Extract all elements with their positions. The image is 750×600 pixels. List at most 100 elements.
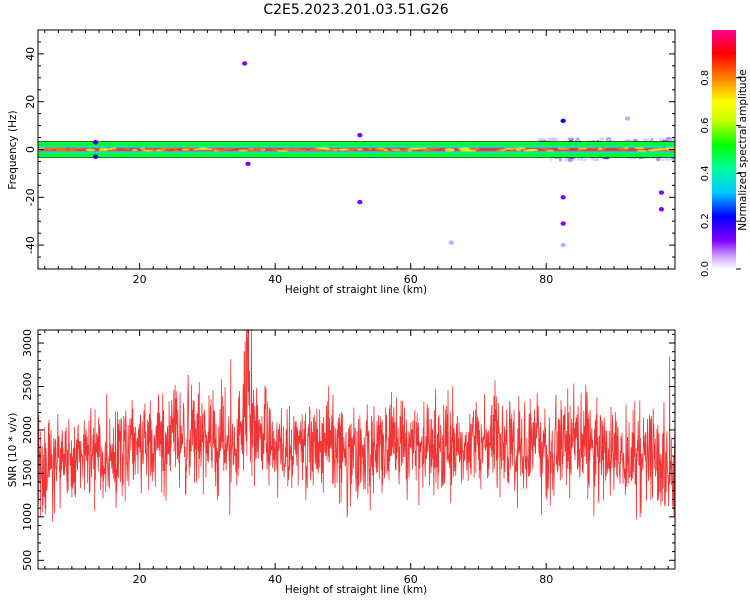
band-core-speck — [416, 147, 428, 150]
band-core-speck — [468, 148, 480, 151]
x-tick-label: 60 — [404, 273, 418, 286]
colorbar-tick-label: 0.0 — [700, 261, 711, 277]
y-tick-label: 40 — [24, 47, 37, 61]
band-core-speck — [51, 147, 59, 150]
band-core-speck — [529, 148, 539, 152]
snr-series-line — [38, 330, 675, 522]
spectral-spot — [93, 140, 99, 145]
x-tick-label: 20 — [133, 573, 147, 586]
spectral-spot — [242, 61, 248, 66]
x-tick-label: 20 — [133, 273, 147, 286]
colorbar-gradient — [712, 30, 736, 269]
colorbar-tick-label: 0.6 — [700, 118, 711, 134]
spectral-spot — [560, 118, 566, 124]
band-core-speck — [333, 148, 338, 151]
y-tick-label: 1000 — [21, 503, 34, 531]
band-core-speck — [131, 148, 139, 152]
spectral-noise-speck — [671, 137, 675, 142]
band-core-speck — [545, 149, 555, 152]
x-tick-label: 80 — [539, 273, 553, 286]
band-core-speck — [103, 148, 110, 151]
spectral-spot — [245, 161, 251, 167]
band-core-speck — [84, 148, 95, 151]
spectral-noise-speck — [661, 158, 665, 162]
band-core-speck — [496, 149, 503, 152]
spectral-noise-speck — [577, 157, 583, 161]
band-core-speck — [166, 147, 172, 150]
band-core-speck — [636, 149, 647, 152]
band-core-speck — [540, 147, 549, 150]
snr-panel: 20 40 60 80 500 1000 1500 2000 2500 3000 Height o… — [7, 329, 676, 596]
band-core-speck — [445, 148, 454, 151]
band-core-speck — [214, 149, 226, 152]
band-core-speck — [212, 147, 219, 150]
snr-content — [38, 330, 675, 522]
band-core-speck — [271, 148, 280, 151]
band-core-speck — [237, 149, 249, 152]
band-core-speck — [401, 149, 407, 152]
spectrogram-content — [38, 61, 675, 248]
y-tick-label: 3000 — [21, 329, 34, 357]
band-core-speck — [590, 147, 596, 150]
spectral-noise-speck — [642, 138, 646, 141]
band-core-speck — [182, 147, 194, 150]
spectrogram-xlabel: Height of straight line (km) — [285, 284, 427, 296]
band-core-speck — [577, 147, 587, 150]
x-tick-label: 60 — [404, 573, 418, 586]
spectral-noise-speck — [599, 137, 605, 141]
band-core-speck — [298, 149, 308, 152]
band-core-speck — [367, 148, 373, 151]
band-core-speck — [345, 149, 355, 152]
band-core-speck — [59, 149, 65, 152]
y-tick-label: 0 — [24, 146, 37, 153]
y-tick-label: 2000 — [21, 416, 34, 444]
spectral-spot — [624, 116, 631, 121]
spectral-spot — [658, 207, 665, 212]
band-core-speck — [247, 148, 255, 151]
spectral-spot — [560, 195, 566, 200]
band-core-speck — [634, 147, 646, 150]
band-core-speck — [288, 148, 299, 151]
snr-ylabel: SNR (10 * v/v) — [7, 413, 19, 488]
band-core-speck — [515, 148, 521, 151]
colorbar-tick-label: 0.4 — [700, 165, 711, 181]
band-core-speck — [255, 147, 264, 150]
spectrogram-ticks: 20 40 60 80 40 20 0 -20 -40 — [24, 29, 675, 286]
band-core-speck — [124, 147, 131, 151]
band-core-speck — [559, 148, 570, 151]
y-tick-label: 1500 — [21, 459, 34, 487]
band-core-speck — [425, 148, 434, 151]
band-core-speck — [141, 149, 154, 152]
spectral-noise-speck — [595, 157, 599, 162]
spectral-noise-speck — [547, 137, 555, 142]
band-core-speck — [390, 147, 396, 150]
band-core-speck — [222, 147, 234, 150]
band-core-speck — [350, 147, 357, 150]
band-core-speck — [432, 147, 440, 150]
band-core-speck — [513, 147, 524, 150]
spectral-noise-speck — [559, 157, 562, 162]
band-core-speck — [160, 148, 167, 151]
band-core-speck — [151, 147, 156, 150]
band-core-speck — [459, 149, 469, 152]
band-core-speck — [504, 147, 515, 150]
band-core-speck — [666, 149, 675, 152]
spectral-noise-speck — [576, 137, 580, 141]
colorbar-tick-label: 0.2 — [700, 213, 711, 229]
band-core-speck — [510, 149, 516, 152]
snr-ticks: 20 40 60 80 500 1000 1500 2000 2500 3000 — [21, 329, 675, 586]
spectrogram-panel: 20 40 60 80 40 20 0 -20 -40 Height of straight l… — [7, 29, 676, 296]
spectral-noise-speck — [582, 158, 588, 161]
band-core-speck — [203, 148, 213, 151]
band-core-speck — [383, 148, 388, 151]
spectral-spot — [448, 240, 454, 245]
colorbar: 0.0 0.2 0.4 0.6 0.8 Normalized spectral ampl… — [700, 30, 749, 277]
band-core-speck — [356, 148, 364, 151]
colorbar-label: Normalized spectral amplitude — [737, 69, 749, 230]
band-core-speck — [65, 149, 77, 152]
band-core-speck — [282, 148, 289, 151]
y-tick-label: 500 — [21, 550, 34, 571]
spectral-noise-speck — [644, 138, 653, 141]
colorbar-ticks: 0.0 0.2 0.4 0.6 0.8 — [700, 70, 741, 277]
